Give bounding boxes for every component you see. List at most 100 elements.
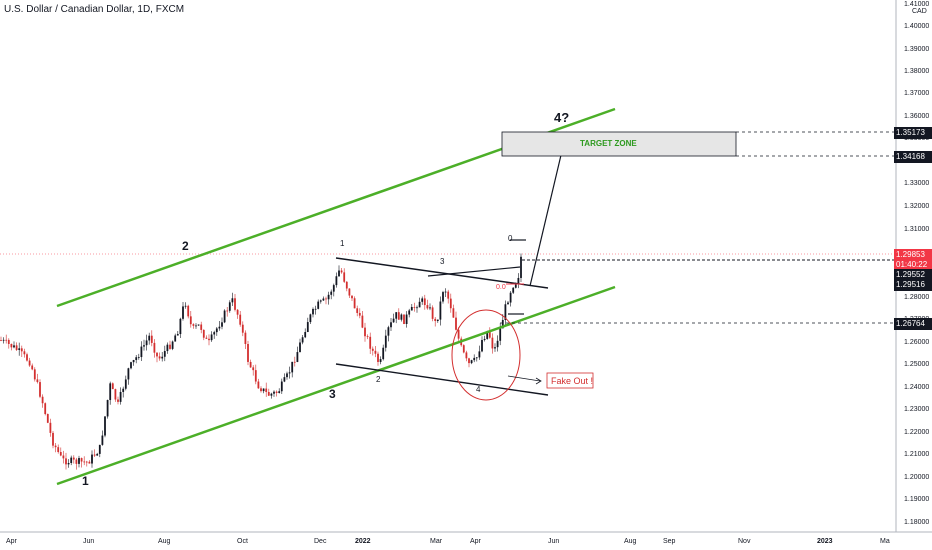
- candle-body: [26, 354, 28, 361]
- candle-body: [332, 285, 335, 292]
- candle-body: [288, 372, 291, 374]
- candle-body: [314, 308, 317, 310]
- candle-body: [514, 283, 517, 288]
- pattern-upper-line[interactable]: [335, 257, 549, 289]
- candle-body: [379, 359, 382, 362]
- candle-body: [322, 298, 325, 301]
- candle-body: [28, 360, 31, 366]
- candle-body: [10, 343, 13, 348]
- channel-lower-line[interactable]: [56, 285, 616, 486]
- candle-body: [486, 331, 489, 339]
- time-tick: Oct: [237, 538, 248, 545]
- candle-body: [439, 301, 442, 320]
- price-tick: 1.41000: [904, 1, 929, 8]
- time-tick: 2023: [817, 538, 833, 545]
- candle-body: [176, 334, 179, 336]
- candle-body: [369, 336, 372, 349]
- candle-body: [247, 343, 249, 362]
- price-tick: 1.31000: [904, 226, 929, 233]
- candle-body: [358, 312, 361, 316]
- candle-body: [501, 319, 504, 329]
- candle-body: [325, 298, 327, 300]
- time-axis[interactable]: Apr Jun Aug Oct Dec 2022 Mar Apr Jun Aug Sep Nov 202…: [6, 538, 890, 545]
- price-pill-support: 1.26764: [894, 318, 932, 330]
- candle-body: [80, 458, 83, 462]
- price-tick: 1.24000: [904, 384, 929, 391]
- candle-body: [488, 331, 491, 338]
- price-tick: 1.26000: [904, 339, 929, 346]
- price-tick: 1.28000: [904, 294, 929, 301]
- candle-body: [70, 457, 73, 463]
- candle-body: [520, 256, 522, 278]
- candle-body: [187, 305, 190, 317]
- candle-body: [499, 328, 502, 341]
- candle-body: [470, 360, 473, 364]
- fakeout-ellipse[interactable]: [451, 309, 521, 401]
- price-tick: 1.40000: [904, 23, 929, 30]
- candle-body: [135, 357, 138, 361]
- price-tick: 1.32000: [904, 203, 929, 210]
- candle-body: [182, 306, 184, 319]
- candle-body: [228, 302, 231, 311]
- candle-body: [491, 337, 494, 349]
- symbol-title: U.S. Dollar / Canadian Dollar, 1D, FXCM: [4, 4, 185, 15]
- candle-body: [418, 301, 421, 308]
- candle-body: [197, 324, 200, 326]
- candle-body: [104, 416, 106, 436]
- candle-body: [512, 287, 515, 293]
- time-tick: Sep: [663, 538, 676, 545]
- candle-body: [330, 291, 333, 295]
- target-arrow[interactable]: [529, 133, 567, 287]
- candle-body: [218, 326, 221, 329]
- candle-body: [249, 361, 252, 368]
- candle-body: [109, 383, 112, 401]
- candle-body: [296, 352, 299, 362]
- candle-body: [158, 356, 161, 359]
- candle-body: [364, 327, 366, 337]
- fakeout-box[interactable]: [546, 372, 594, 389]
- candle-body: [161, 356, 164, 359]
- price-pill-current: 1.29853: [894, 249, 932, 261]
- candle-body: [384, 335, 387, 348]
- candle-body: [444, 291, 447, 293]
- candle-body: [319, 300, 322, 302]
- candle-body: [85, 461, 88, 463]
- candle-body: [278, 391, 281, 393]
- candle-body: [273, 391, 275, 394]
- candle-body: [59, 452, 62, 456]
- candle-body: [465, 352, 468, 359]
- pattern-lower-line[interactable]: [335, 363, 549, 396]
- candle-body: [340, 270, 343, 273]
- time-tick: Nov: [738, 538, 751, 545]
- candle-body: [54, 445, 57, 448]
- candle-body: [265, 388, 268, 392]
- candle-body: [343, 272, 346, 282]
- candle-body: [408, 310, 411, 315]
- candle-body: [361, 315, 364, 328]
- price-tick: 1.39000: [904, 46, 929, 53]
- price-tick: 1.21000: [904, 451, 929, 458]
- candle-body: [327, 294, 330, 300]
- target-zone-box[interactable]: [501, 131, 737, 157]
- candle-body: [481, 340, 483, 352]
- candle-body: [442, 292, 444, 302]
- breakout-line[interactable]: [427, 266, 521, 277]
- candle-body: [52, 432, 54, 446]
- price-pill-b: 1.29516: [894, 279, 932, 291]
- candle-body: [111, 383, 114, 390]
- candle-body: [145, 340, 148, 346]
- candle-body: [18, 348, 21, 350]
- candle-body: [150, 335, 153, 343]
- candle-body: [395, 312, 398, 319]
- time-tick: Jun: [548, 538, 559, 545]
- candle-body: [468, 358, 470, 364]
- time-tick: Aug: [158, 538, 171, 545]
- candle-body: [2, 339, 5, 341]
- candle-body: [23, 351, 26, 355]
- candle-body: [184, 305, 187, 307]
- candle-body: [156, 352, 158, 357]
- candle-body: [153, 342, 156, 353]
- candle-body: [270, 393, 273, 396]
- time-tick: Mar: [430, 538, 443, 545]
